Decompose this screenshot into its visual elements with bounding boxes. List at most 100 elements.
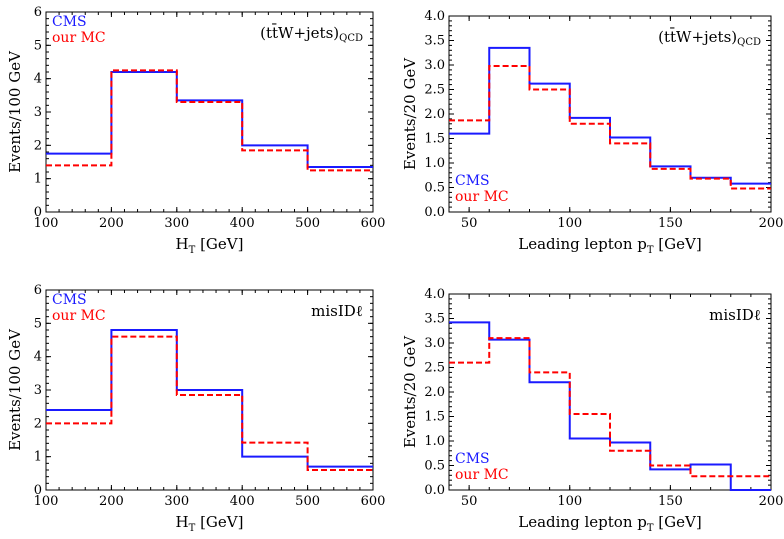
y-tick-label: 6 (34, 5, 42, 20)
x-axis-label: Leading lepton pT [GeV] (518, 513, 701, 534)
x-axis-label-main: Leading lepton p (518, 513, 647, 531)
y-tick-label: 2.5 (424, 83, 445, 98)
legend-cms: CMS (52, 292, 87, 308)
x-tick-label: 100 (557, 494, 582, 509)
x-axis-label-unit: [GeV] (195, 513, 243, 531)
cms-histogram (449, 321, 771, 491)
y-tick-label: 0 (34, 483, 42, 498)
y-tick-label: 2.0 (424, 107, 445, 122)
legend-our-mc: our MC (52, 308, 106, 324)
x-axis-label-unit: [GeV] (195, 235, 243, 253)
x-tick-label: 500 (295, 216, 320, 231)
annotation: (tt̄W+jets)QCD (260, 24, 363, 44)
x-tick-label: 600 (361, 494, 386, 509)
y-tick-label: 0.5 (424, 459, 445, 474)
x-tick-label: 600 (361, 216, 386, 231)
annotation: (tt̄W+jets)QCD (658, 28, 761, 48)
y-tick-label: 2 (34, 416, 42, 431)
annotation-part: t̄ (272, 24, 278, 42)
x-axis-label-unit: [GeV] (654, 235, 702, 253)
x-tick-label: 200 (759, 216, 784, 231)
annotation: misIDℓ (311, 302, 363, 320)
x-axis-label: HT [GeV] (176, 235, 244, 256)
y-tick-label: 5 (34, 316, 42, 331)
annotation-part: misIDℓ (709, 306, 761, 324)
y-tick-label: 4.0 (424, 287, 445, 302)
y-tick-label: 0.0 (424, 483, 445, 498)
annotation-subscript: QCD (339, 33, 363, 44)
legend-cms: CMS (455, 173, 490, 189)
y-axis-label: Events/20 GeV (401, 335, 419, 448)
y-axis-label: Events/100 GeV (6, 328, 24, 451)
x-tick-label: 200 (99, 494, 124, 509)
x-tick-label: 400 (230, 216, 255, 231)
y-tick-label: 3.0 (424, 58, 445, 73)
annotation: misIDℓ (709, 306, 761, 324)
mc-histogram (449, 64, 771, 190)
x-axis-label-main: H (176, 235, 189, 253)
x-tick-label: 500 (295, 494, 320, 509)
annotation-subscript: QCD (737, 37, 761, 48)
legend-cms: CMS (455, 451, 490, 467)
x-axis-label-subscript: T (189, 245, 196, 256)
y-tick-label: 4.0 (424, 9, 445, 24)
x-tick-label: 200 (99, 216, 124, 231)
y-tick-label: 3.5 (424, 312, 445, 327)
x-axis-label-unit: [GeV] (654, 513, 702, 531)
x-tick-label: 100 (34, 216, 59, 231)
y-tick-label: 1.5 (424, 410, 445, 425)
y-axis-label: Events/100 GeV (6, 50, 24, 173)
y-tick-label: 0.0 (424, 205, 445, 220)
annotation-part: (t (658, 28, 670, 46)
x-tick-label: 300 (164, 216, 189, 231)
x-tick-label: 200 (759, 494, 784, 509)
chart-panel-4: 50 100 150 200 0.0 0.5 1.0 1.5 2.0 2.5 3.0 3.5 4.0 CM… (401, 287, 783, 534)
x-axis-label: HT [GeV] (176, 513, 244, 534)
y-tick-label: 3 (34, 383, 42, 398)
y-tick-label: 3.0 (424, 336, 445, 351)
annotation-part: misIDℓ (311, 302, 363, 320)
y-tick-label: 2 (34, 138, 42, 153)
annotation-part: t̄ (670, 28, 676, 46)
annotation-part: W+jets) (278, 24, 339, 42)
x-tick-label: 400 (230, 494, 255, 509)
mc-histogram (449, 337, 771, 478)
x-axis-label-subscript: T (189, 523, 196, 534)
legend-our-mc: our MC (455, 467, 509, 483)
x-axis-label-main: H (176, 513, 189, 531)
x-tick-label: 100 (34, 494, 59, 509)
chart-panel-2: 50 100 150 200 0.0 0.5 1.0 1.5 2.0 2.5 3.0 3.5 4.0 CM… (401, 9, 783, 256)
y-tick-label: 0.5 (424, 181, 445, 196)
y-tick-label: 5 (34, 38, 42, 53)
x-axis-label: Leading lepton pT [GeV] (518, 235, 701, 256)
y-tick-label: 2.0 (424, 385, 445, 400)
y-tick-label: 4 (34, 350, 42, 365)
y-tick-label: 0 (34, 205, 42, 220)
mc-histogram (46, 69, 373, 172)
cms-histogram (46, 329, 373, 468)
x-tick-label: 150 (658, 216, 683, 231)
y-tick-label: 1.0 (424, 156, 445, 171)
y-axis-label: Events/20 GeV (401, 57, 419, 170)
x-tick-label: 300 (164, 494, 189, 509)
y-tick-label: 1 (34, 450, 42, 465)
legend-cms: CMS (52, 14, 87, 30)
x-tick-label: 50 (461, 216, 478, 231)
y-tick-label: 1.0 (424, 434, 445, 449)
x-tick-label: 150 (658, 494, 683, 509)
y-tick-label: 1.5 (424, 132, 445, 147)
annotation-part: (t (260, 24, 272, 42)
y-tick-label: 3 (34, 105, 42, 120)
annotation-part: W+jets) (676, 28, 737, 46)
legend-our-mc: our MC (455, 189, 509, 205)
legend-our-mc: our MC (52, 30, 106, 46)
y-tick-label: 3.5 (424, 34, 445, 49)
x-tick-label: 50 (461, 494, 478, 509)
x-tick-label: 100 (557, 216, 582, 231)
cms-histogram (449, 46, 771, 185)
x-axis-label-subscript: T (647, 245, 654, 256)
y-tick-label: 1 (34, 172, 42, 187)
